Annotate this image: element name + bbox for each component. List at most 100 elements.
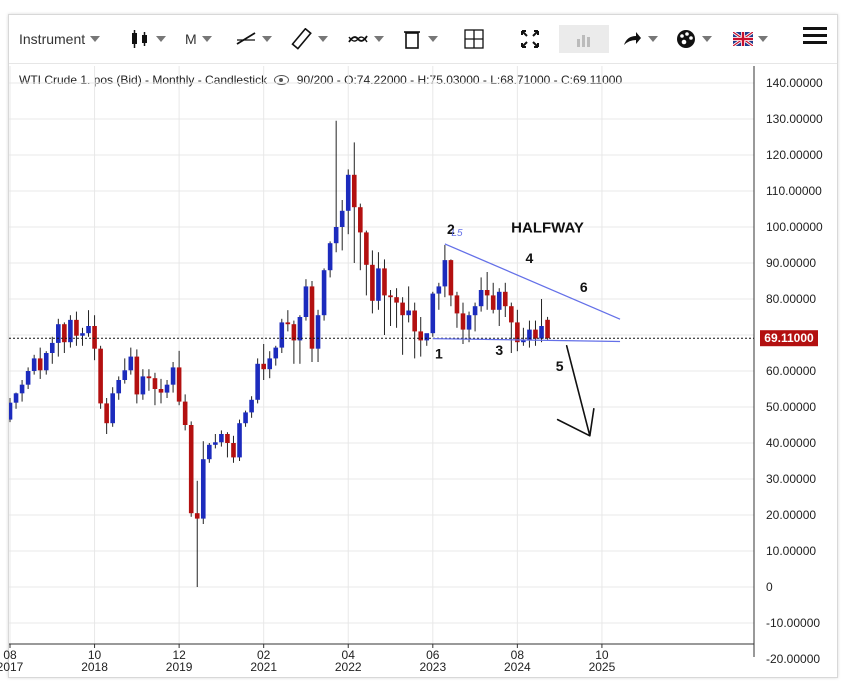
candle[interactable] [104, 398, 109, 434]
candle[interactable] [448, 259, 454, 307]
eye-icon[interactable] [274, 75, 290, 85]
trendline[interactable] [444, 243, 621, 320]
candle[interactable] [164, 380, 170, 398]
candle[interactable] [152, 372, 158, 406]
candle[interactable] [436, 282, 442, 310]
share-dropdown[interactable] [621, 25, 658, 53]
candle[interactable] [351, 142, 357, 263]
candle[interactable] [472, 302, 478, 332]
candle[interactable] [358, 203, 363, 271]
candle[interactable] [279, 318, 285, 353]
candle[interactable] [412, 302, 417, 359]
candle[interactable] [261, 344, 266, 380]
candle[interactable] [418, 317, 424, 357]
candle[interactable] [478, 277, 484, 312]
candle[interactable] [249, 396, 254, 418]
candle[interactable] [80, 327, 85, 346]
candle[interactable] [176, 350, 182, 406]
candle[interactable] [98, 345, 103, 409]
candle[interactable] [267, 351, 273, 379]
candle[interactable] [62, 322, 67, 353]
candle[interactable] [182, 394, 188, 431]
candle[interactable] [502, 282, 508, 317]
indicator-dropdown[interactable] [347, 25, 384, 53]
candle[interactable] [496, 288, 502, 326]
candle[interactable] [466, 311, 472, 343]
candle[interactable] [200, 441, 206, 524]
candle[interactable] [327, 241, 333, 278]
candle[interactable] [400, 297, 405, 355]
fullscreen-button[interactable] [519, 25, 541, 53]
candle[interactable] [128, 347, 134, 375]
ruler-dropdown[interactable] [291, 25, 328, 53]
candle[interactable] [515, 309, 520, 352]
candle[interactable] [31, 354, 37, 375]
volume-button[interactable] [559, 25, 609, 53]
candle[interactable] [43, 351, 49, 375]
candle[interactable] [122, 358, 128, 384]
candle[interactable] [382, 259, 387, 335]
menu-button[interactable] [803, 23, 827, 51]
candle[interactable] [243, 410, 248, 427]
candle[interactable] [146, 369, 152, 391]
language-dropdown[interactable] [733, 25, 768, 53]
candle[interactable] [116, 376, 122, 400]
candle[interactable] [188, 421, 194, 517]
candle[interactable] [13, 392, 19, 409]
candle[interactable] [231, 435, 236, 463]
candle[interactable] [49, 336, 55, 364]
candle[interactable] [170, 362, 176, 393]
period-dropdown[interactable]: M [185, 25, 212, 53]
candle[interactable] [388, 290, 393, 326]
candle[interactable] [213, 434, 218, 449]
candle[interactable] [442, 245, 448, 298]
candle[interactable] [521, 327, 526, 346]
candle[interactable] [291, 320, 297, 364]
candle[interactable] [454, 291, 460, 328]
candle[interactable] [345, 169, 351, 235]
candle[interactable] [56, 318, 61, 357]
candle[interactable] [303, 279, 309, 321]
candle[interactable] [460, 302, 466, 344]
candle[interactable] [539, 299, 544, 343]
candle[interactable] [68, 315, 73, 348]
candle[interactable] [406, 286, 411, 323]
candle[interactable] [309, 281, 315, 362]
candle[interactable] [376, 252, 381, 310]
candle[interactable] [339, 200, 345, 251]
candle[interactable] [92, 315, 97, 361]
candle[interactable] [273, 345, 279, 366]
candle[interactable] [237, 419, 242, 461]
candle[interactable] [140, 369, 146, 400]
candle[interactable] [424, 333, 430, 346]
candle[interactable] [545, 316, 550, 340]
candle[interactable] [364, 230, 369, 296]
chart-type-dropdown[interactable] [129, 25, 166, 53]
candle[interactable] [533, 320, 538, 346]
delete-dropdown[interactable] [401, 25, 438, 53]
candle[interactable] [86, 310, 91, 337]
candle[interactable] [207, 443, 212, 463]
candle[interactable] [321, 268, 327, 321]
candle[interactable] [285, 310, 291, 332]
candle[interactable] [74, 311, 79, 346]
candle[interactable] [430, 291, 436, 337]
candle[interactable] [315, 309, 321, 362]
candle[interactable] [297, 315, 303, 364]
candle[interactable] [134, 349, 140, 404]
candle[interactable] [225, 432, 230, 458]
candle[interactable] [527, 320, 532, 348]
candle[interactable] [333, 120, 339, 253]
candle[interactable] [490, 282, 496, 314]
candle[interactable] [8, 398, 13, 423]
instrument-dropdown[interactable]: Instrument [19, 25, 101, 53]
candle[interactable] [25, 367, 31, 389]
candle[interactable] [394, 288, 399, 328]
candle[interactable] [194, 480, 200, 587]
candle[interactable] [19, 380, 25, 402]
line-tool-dropdown[interactable] [235, 25, 272, 53]
candle[interactable] [509, 302, 514, 353]
candle[interactable] [255, 358, 260, 404]
candle[interactable] [158, 378, 164, 404]
